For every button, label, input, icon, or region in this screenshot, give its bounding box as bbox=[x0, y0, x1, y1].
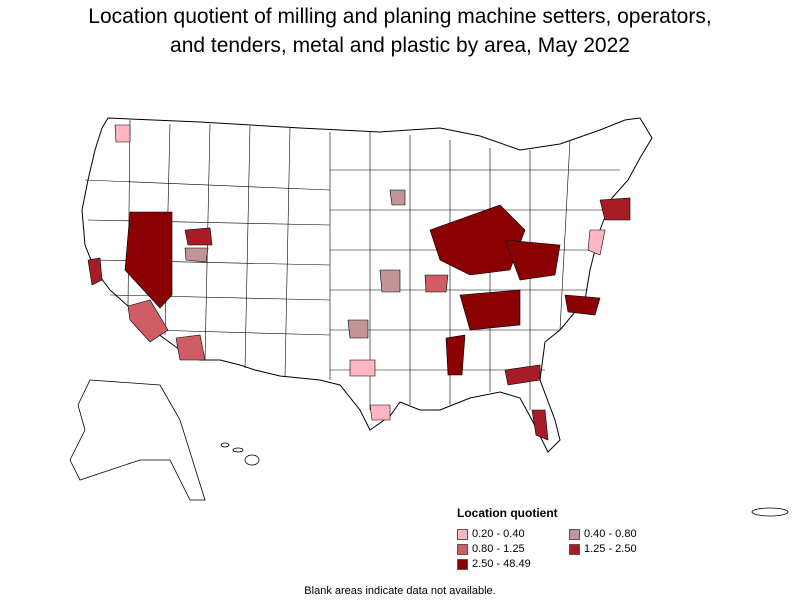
legend-swatch bbox=[457, 558, 468, 570]
legend-swatch bbox=[569, 543, 580, 555]
legend-item-5: 2.50 - 48.49 bbox=[457, 558, 569, 570]
hawaii bbox=[220, 442, 260, 466]
legend: Location quotient 0.20 - 0.40 0.40 - 0.8… bbox=[457, 506, 707, 570]
area-bay-area bbox=[87, 257, 103, 286]
area-oklahoma bbox=[347, 319, 369, 339]
legend-item-1: 0.20 - 0.40 bbox=[457, 528, 569, 540]
map-title-line-1: Location quotient of milling and planing… bbox=[88, 5, 712, 28]
map-title: Location quotient of milling and planing… bbox=[0, 2, 800, 60]
hawaii-island-2 bbox=[232, 447, 244, 453]
area-georgia bbox=[504, 364, 541, 386]
area-new-jersey bbox=[587, 229, 606, 256]
legend-items: 0.20 - 0.40 0.40 - 0.80 0.80 - 1.25 1.25… bbox=[457, 528, 707, 570]
map-title-line-2: and tenders, metal and plastic by area, … bbox=[170, 34, 630, 57]
area-missouri bbox=[424, 274, 449, 293]
hawaii-island-3 bbox=[244, 454, 260, 466]
us-area-map bbox=[69, 117, 789, 517]
area-nevada bbox=[124, 211, 173, 309]
area-new-england bbox=[599, 197, 631, 221]
puerto-rico bbox=[751, 507, 789, 517]
legend-label: 0.20 - 0.40 bbox=[472, 528, 525, 540]
footnote: Blank areas indicate data not available. bbox=[304, 585, 496, 597]
area-colorado bbox=[184, 247, 209, 263]
legend-swatch bbox=[457, 543, 468, 555]
area-southern-california bbox=[127, 299, 169, 343]
legend-label: 1.25 - 2.50 bbox=[584, 543, 637, 555]
area-washington bbox=[114, 124, 131, 143]
legend-item-3: 0.80 - 1.25 bbox=[457, 543, 569, 555]
colored-areas bbox=[87, 124, 631, 441]
area-kansas bbox=[379, 269, 401, 293]
legend-swatch bbox=[569, 528, 580, 540]
legend-label: 0.80 - 1.25 bbox=[472, 543, 525, 555]
area-minnesota bbox=[389, 189, 406, 206]
area-florida bbox=[531, 409, 549, 441]
area-ohio-valley bbox=[504, 239, 561, 281]
legend-label: 0.40 - 0.80 bbox=[584, 528, 637, 540]
hawaii-island-1 bbox=[220, 442, 230, 448]
legend-title: Location quotient bbox=[457, 506, 558, 520]
area-texas-north bbox=[349, 359, 376, 377]
legend-item-2: 0.40 - 0.80 bbox=[569, 528, 681, 540]
area-carolinas bbox=[564, 294, 601, 316]
area-great-lakes-core bbox=[429, 204, 526, 276]
legend-swatch bbox=[457, 528, 468, 540]
area-utah bbox=[184, 227, 213, 246]
puerto-rico-island bbox=[751, 507, 789, 517]
area-mississippi bbox=[445, 334, 466, 376]
alaska bbox=[69, 379, 206, 501]
area-arizona bbox=[175, 334, 206, 361]
legend-item-4: 1.25 - 2.50 bbox=[569, 543, 681, 555]
legend-label: 2.50 - 48.49 bbox=[472, 558, 531, 570]
area-texas-south bbox=[369, 404, 391, 421]
alaska-outline bbox=[69, 379, 206, 501]
area-kentucky-tennessee bbox=[459, 289, 521, 331]
